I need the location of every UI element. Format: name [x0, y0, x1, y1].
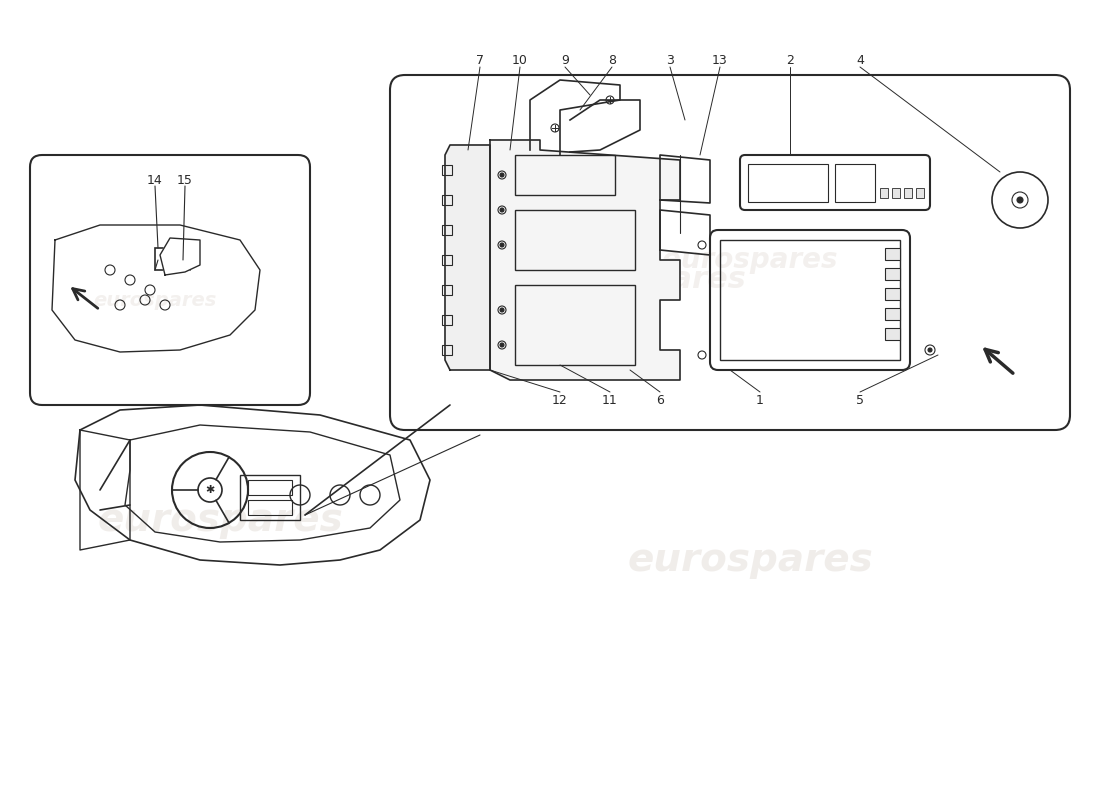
Circle shape	[1018, 197, 1023, 203]
Bar	[886, 288, 900, 300]
Bar	[748, 164, 828, 202]
Polygon shape	[446, 145, 490, 370]
Bar	[442, 165, 452, 175]
Text: 8: 8	[608, 54, 616, 66]
Text: 7: 7	[476, 54, 484, 66]
Text: eurospares: eurospares	[553, 266, 747, 294]
Circle shape	[500, 208, 504, 212]
Bar	[515, 210, 635, 270]
Text: eurospares: eurospares	[662, 246, 838, 274]
Bar	[720, 240, 900, 360]
Text: 4: 4	[856, 54, 864, 66]
Polygon shape	[160, 238, 200, 275]
Text: 11: 11	[602, 394, 618, 406]
Circle shape	[928, 348, 932, 352]
Bar	[886, 328, 900, 340]
Circle shape	[500, 308, 504, 312]
Bar	[515, 285, 635, 365]
Bar	[916, 188, 924, 198]
FancyArrowPatch shape	[986, 350, 1013, 373]
Circle shape	[500, 243, 504, 247]
Bar	[892, 188, 900, 198]
Bar	[904, 188, 912, 198]
Text: 1: 1	[756, 394, 763, 406]
Bar	[442, 225, 452, 235]
Circle shape	[500, 343, 504, 347]
Text: 3: 3	[667, 54, 674, 66]
Text: 6: 6	[656, 394, 664, 406]
Text: 2: 2	[786, 54, 794, 66]
FancyArrowPatch shape	[73, 289, 98, 308]
Text: 9: 9	[561, 54, 569, 66]
Bar	[880, 188, 888, 198]
Text: 5: 5	[856, 394, 864, 406]
Bar	[442, 195, 452, 205]
Bar	[886, 248, 900, 260]
Text: 15: 15	[177, 174, 192, 186]
Polygon shape	[490, 140, 680, 380]
Text: eurospares: eurospares	[94, 290, 217, 310]
Bar	[886, 308, 900, 320]
Text: 10: 10	[513, 54, 528, 66]
Bar	[155, 248, 190, 270]
Text: eurospares: eurospares	[97, 501, 343, 539]
Text: 14: 14	[147, 174, 163, 186]
Bar	[442, 315, 452, 325]
Text: ✱: ✱	[206, 485, 214, 495]
Bar	[886, 268, 900, 280]
Circle shape	[500, 173, 504, 177]
Bar	[515, 155, 615, 195]
Text: eurospares: eurospares	[627, 541, 873, 579]
Bar	[240, 475, 300, 520]
Bar	[248, 480, 292, 495]
Bar	[442, 255, 452, 265]
Text: 12: 12	[552, 394, 568, 406]
Bar	[835, 164, 874, 202]
Bar	[442, 285, 452, 295]
Bar	[248, 500, 292, 515]
Bar	[442, 345, 452, 355]
Text: 13: 13	[712, 54, 728, 66]
